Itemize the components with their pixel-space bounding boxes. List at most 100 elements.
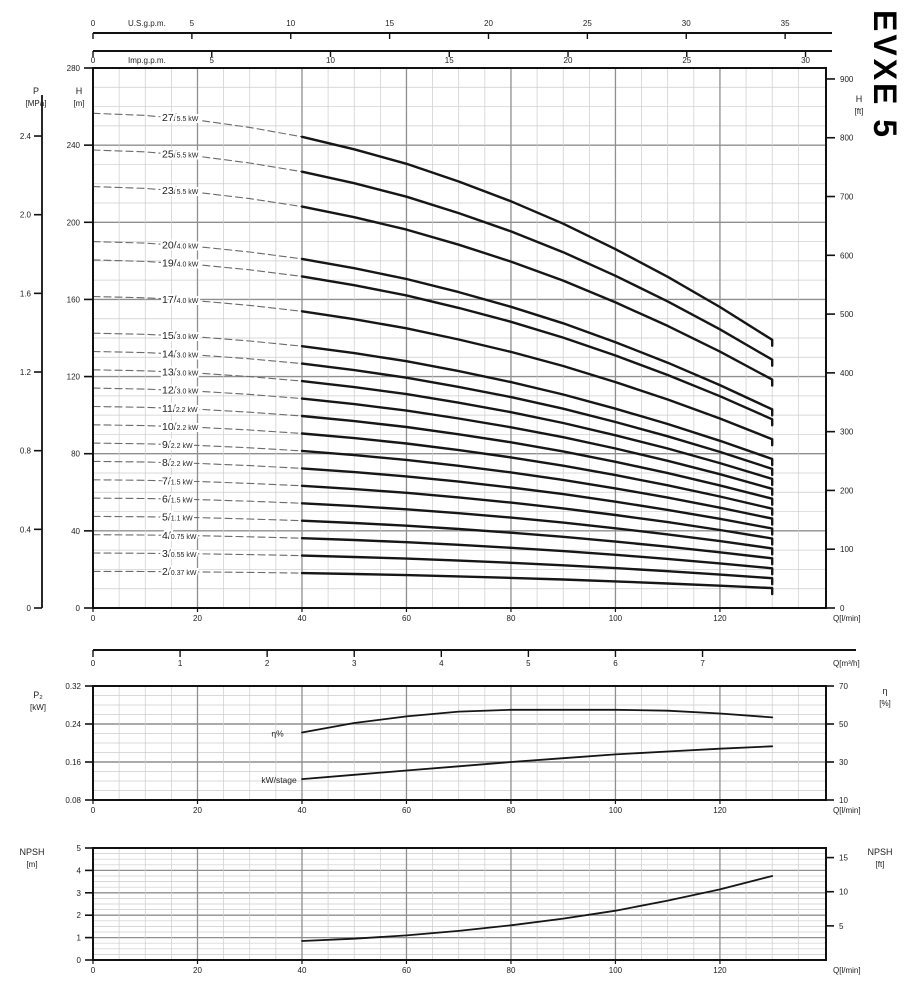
tick-label: 0.08 <box>65 796 81 805</box>
head-curve-dashed-9 <box>92 442 303 452</box>
tick-label: 0 <box>91 966 96 975</box>
tick-label: 20 <box>193 614 202 623</box>
axis-title-text: NPSH <box>867 847 893 857</box>
tick-label: 300 <box>840 428 854 437</box>
axis-title-text: H <box>75 86 83 96</box>
tick-label: 7 <box>700 659 705 668</box>
npsh-m-axis-title: NPSH [m] <box>6 845 58 872</box>
tick-label: 0 <box>91 614 96 623</box>
curve-label: 2/0.37 kW <box>162 566 197 578</box>
tick-label: 40 <box>298 614 307 623</box>
curve-label: 19/4.0 kW <box>162 258 199 270</box>
curve-label-power: 1.5 kW <box>171 498 193 505</box>
head-curve-dashed-15 <box>92 332 303 347</box>
tick-label: 60 <box>402 614 411 623</box>
head-curve-20 <box>300 257 774 417</box>
axis-title-text: P₂ <box>33 690 43 700</box>
head-curve-25 <box>300 170 774 367</box>
curve-label: 8/2.2 kW <box>162 457 193 469</box>
head-curve-dashed-13 <box>92 369 303 382</box>
tick-label: 2 <box>77 911 82 920</box>
curve-label: 14/3.0 kW <box>162 348 199 360</box>
brand-label: EVXE 5 <box>867 10 903 141</box>
tick-label: 900 <box>840 75 854 84</box>
head-curve-19 <box>300 275 774 427</box>
tick-label: 400 <box>840 369 854 378</box>
curve-label-power: 0.75 kW <box>171 534 197 541</box>
head-curve-12 <box>300 397 774 496</box>
tick-label: 3 <box>352 659 357 668</box>
head-m-axis-title: H [m] <box>64 84 94 111</box>
npsh-chart: 0 1 2 3 4 5 5 10 15 0 20 40 60 80 100 120 Q[l/min] <box>77 844 861 975</box>
curve-label-power: 3.0 kW <box>177 352 199 359</box>
series-curve-kw <box>301 745 774 780</box>
tick-label: 100 <box>609 806 623 815</box>
npsh-ft-axis-title: NPSH [ft] <box>856 845 904 872</box>
curve-label-stages: 23/ <box>162 185 177 197</box>
tick-label: 0 <box>77 956 82 965</box>
head-curve-17 <box>300 310 774 447</box>
tick-label: 500 <box>840 310 854 319</box>
tick-label: 240 <box>67 141 81 150</box>
tick-label: 5 <box>526 659 531 668</box>
curve-label: 11/2.2 kW <box>162 403 198 415</box>
pressure-axis-title: P [MPa] <box>16 84 56 111</box>
axis-unit-text: [m] <box>26 860 38 870</box>
tick-label: 0 <box>840 604 845 613</box>
head-curve-dashed-20 <box>92 241 303 260</box>
tick-label: 120 <box>713 806 727 815</box>
plot-frame <box>92 685 827 801</box>
curve-label-stages: 27/ <box>162 112 177 124</box>
axis-unit-text: [m] <box>73 99 85 109</box>
curve-label-power: 1.1 kW <box>171 516 193 523</box>
curve-label-stages: 5/ <box>162 512 171 524</box>
tick-label: 20 <box>193 966 202 975</box>
tick-label: 5 <box>210 56 215 65</box>
curve-label: 13/3.0 kW <box>162 366 199 378</box>
tick-label: 2 <box>265 659 270 668</box>
tick-label: 25 <box>583 19 592 28</box>
tick-label: 20 <box>484 19 493 28</box>
head-curve-dashed-17 <box>92 295 303 312</box>
series-label-kw: kW/stage <box>261 775 297 785</box>
tick-label: 50 <box>839 720 848 729</box>
tick-label: 2.0 <box>20 211 32 220</box>
curve-label-stages: 8/ <box>162 457 171 469</box>
tick-label: 0.8 <box>20 447 32 456</box>
curve-label-power: 2.2 kW <box>176 407 198 414</box>
curve-label-stages: 11/ <box>162 403 176 415</box>
head-curve-4 <box>300 537 774 576</box>
tick-label: 80 <box>71 450 80 459</box>
curve-label: 23/5.5 kW <box>162 185 199 197</box>
head-curve-dashed-4 <box>92 534 303 539</box>
curve-label: 7/1.5 kW <box>162 475 193 487</box>
tick-label: 30 <box>839 758 848 767</box>
tick-label: 60 <box>402 966 411 975</box>
curve-label: 17/4.0 kW <box>162 294 199 306</box>
tick-label: 80 <box>507 966 516 975</box>
power-chart: η% kW/stage 0.08 0.16 0.24 0.32 10 30 50 70 0 20 40 6… <box>65 682 860 815</box>
tick-label: 20 <box>193 806 202 815</box>
curve-label-power: 5.5 kW <box>177 153 199 160</box>
tick-label: 80 <box>507 806 516 815</box>
curve-label-stages: 7/ <box>162 475 171 487</box>
head-curve-23 <box>300 205 774 387</box>
axis-unit-text: [%] <box>879 699 891 709</box>
tick-label: 20 <box>564 56 573 65</box>
curve-label-power: 5.5 kW <box>177 189 199 196</box>
tick-label: 10 <box>839 888 848 897</box>
curve-label-power: 1.5 kW <box>171 479 193 486</box>
curve-label-power: 4.0 kW <box>177 262 199 269</box>
curve-label-stages: 25/ <box>162 149 177 161</box>
curve-label: 12/3.0 kW <box>162 385 199 397</box>
tick-label: 15 <box>839 854 848 863</box>
series-label-eta: η% <box>271 729 284 739</box>
head-curve-dashed-10 <box>92 424 303 435</box>
head-curve-dashed-6 <box>92 497 303 504</box>
axis-title-text: H <box>855 94 863 104</box>
head-curve-27 <box>300 135 774 347</box>
plot-frame <box>92 67 827 609</box>
tick-label: 60 <box>402 806 411 815</box>
curve-label-stages: 20/ <box>162 239 177 251</box>
